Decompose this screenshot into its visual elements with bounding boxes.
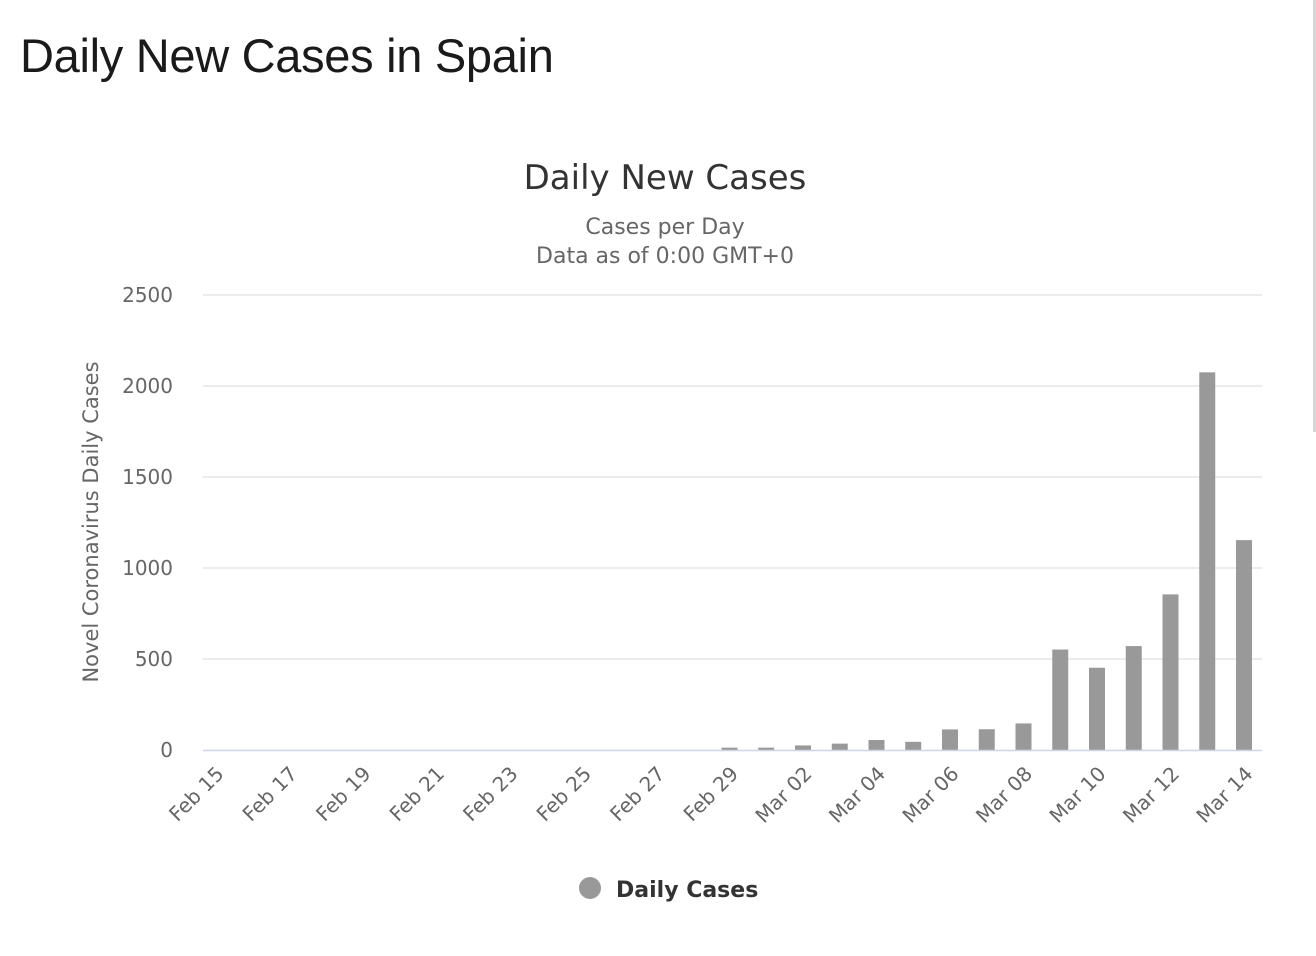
grid-lines [203, 294, 1262, 660]
y-tick-label-500: 500 [135, 647, 173, 671]
daily-cases-chart: Daily New Cases Cases per Day Data as of… [79, 158, 1262, 903]
bar-mar-05[interactable] [905, 741, 922, 750]
x-tick-label-feb-23: Feb 23 [458, 762, 523, 827]
x-tick-label-mar-14: Mar 14 [1191, 762, 1257, 828]
bar-mar-12[interactable] [1162, 594, 1179, 750]
x-tick-label-mar-10: Mar 10 [1044, 762, 1110, 828]
x-tick-label-mar-08: Mar 08 [971, 762, 1037, 828]
x-axis-ticks: Feb 15 Feb 17 Feb 19 Feb 21 Feb 23 Feb 25 Feb … [164, 762, 1258, 828]
chart-subtitle-line-2: Data as of 0:00 GMT+0 [536, 244, 794, 269]
y-tick-label-2500: 2500 [122, 283, 173, 307]
x-tick-label-feb-17: Feb 17 [238, 762, 303, 827]
y-axis-label: Novel Coronavirus Daily Cases [79, 361, 103, 682]
legend-label: Daily Cases [616, 878, 758, 903]
chart-title: Daily New Cases [524, 158, 807, 198]
y-tick-label-1500: 1500 [122, 465, 173, 489]
bar-mar-01[interactable] [758, 747, 775, 750]
x-tick-label-feb-29: Feb 29 [679, 762, 744, 827]
bar-series [721, 372, 1252, 750]
scrollbar[interactable] [1313, 0, 1316, 432]
x-tick-label-mar-04: Mar 04 [824, 762, 890, 828]
bar-mar-06[interactable] [942, 729, 958, 750]
bar-mar-03[interactable] [831, 743, 848, 750]
legend[interactable]: Daily Cases [579, 877, 758, 903]
bar-mar-13[interactable] [1199, 372, 1216, 750]
y-axis-ticks: 0 500 1000 1500 2000 2500 [122, 283, 173, 762]
bar-mar-14[interactable] [1236, 540, 1252, 750]
bar-mar-09[interactable] [1052, 649, 1069, 750]
bar-mar-10[interactable] [1089, 667, 1105, 750]
bar-mar-02[interactable] [795, 745, 811, 750]
bar-mar-11[interactable] [1125, 646, 1142, 750]
bar-mar-07[interactable] [978, 729, 995, 750]
y-tick-label-0: 0 [160, 738, 173, 762]
x-tick-label-feb-19: Feb 19 [311, 762, 376, 827]
x-tick-label-feb-25: Feb 25 [532, 762, 597, 827]
x-tick-label-mar-12: Mar 12 [1118, 762, 1184, 828]
x-tick-label-feb-21: Feb 21 [385, 762, 450, 827]
x-tick-label-mar-06: Mar 06 [897, 762, 963, 828]
x-tick-label-mar-02: Mar 02 [750, 762, 816, 828]
bar-mar-04[interactable] [868, 739, 885, 750]
y-tick-label-1000: 1000 [122, 556, 173, 580]
bar-mar-08[interactable] [1015, 723, 1032, 750]
chart-subtitle-line-1: Cases per Day [585, 215, 744, 240]
x-tick-label-feb-27: Feb 27 [605, 762, 670, 827]
page-title: Daily New Cases in Spain [20, 29, 554, 82]
x-tick-label-feb-15: Feb 15 [164, 762, 229, 827]
bar-feb-29[interactable] [721, 747, 738, 750]
y-tick-label-2000: 2000 [122, 374, 173, 398]
legend-marker-icon [579, 877, 601, 899]
